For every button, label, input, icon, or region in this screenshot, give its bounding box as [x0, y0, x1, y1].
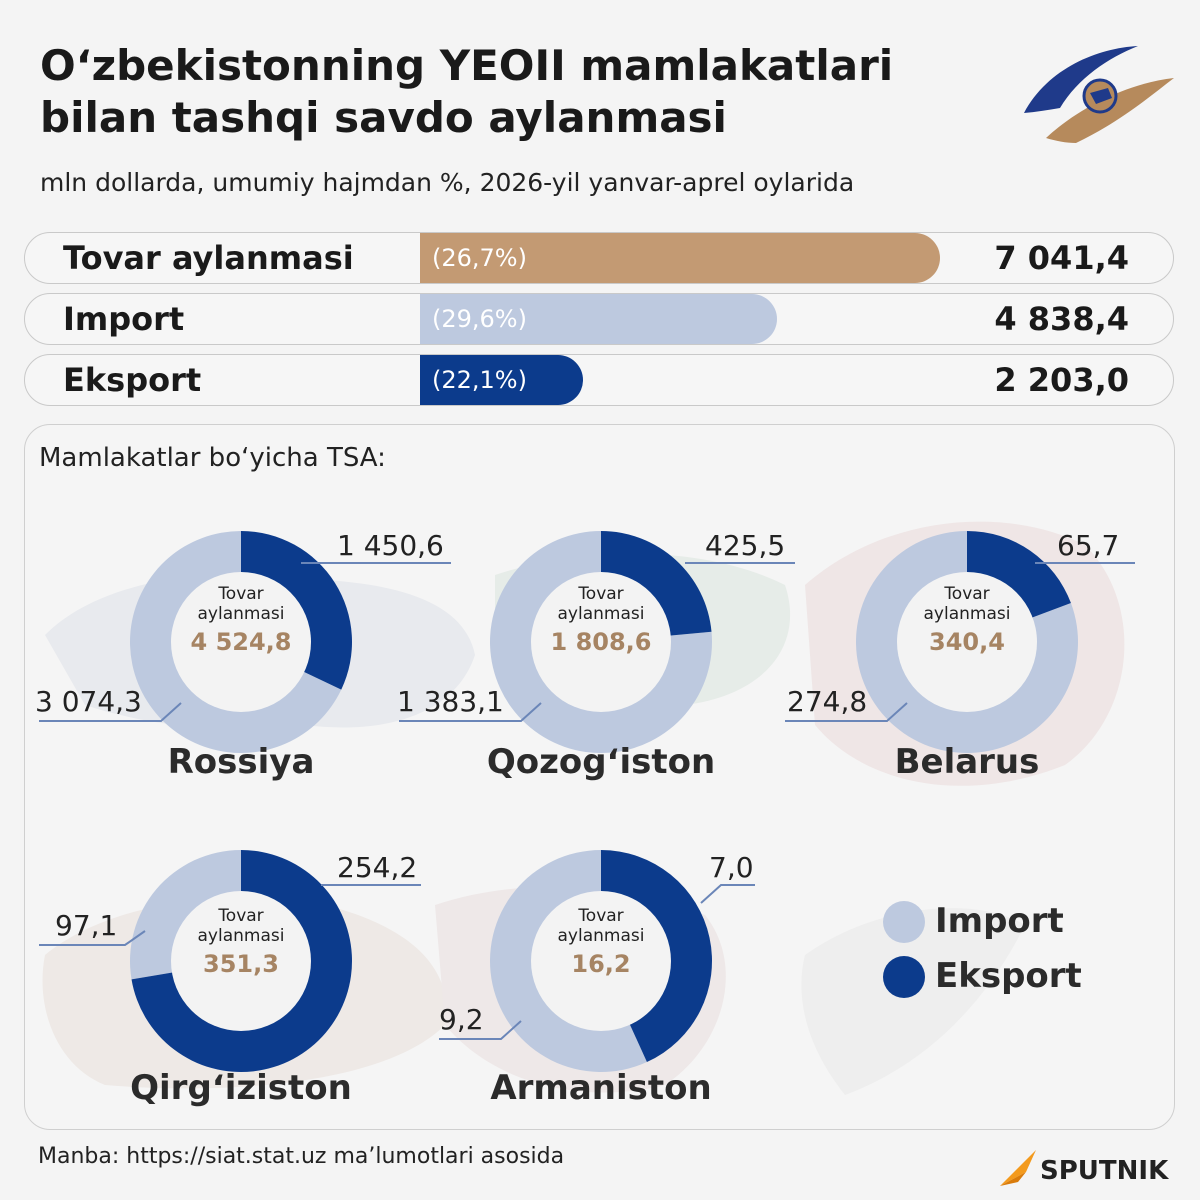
donut-rossiya: 1 450,6 3 074,3 Tovar aylanmasi 4 524,8 …	[35, 529, 451, 782]
donut-armaniston: 7,0 9,2 Tovar aylanmasi 16,2 Armaniston	[439, 850, 755, 1108]
country-name: Qirg‘iziston	[130, 1068, 352, 1108]
center-label-line1: Tovar	[217, 584, 263, 604]
value-label-eksport: 425,5	[705, 529, 785, 562]
sputnik-wordmark: SPUTNIK	[1040, 1156, 1169, 1186]
country-name: Rossiya	[168, 742, 315, 782]
summary-label: Import	[63, 300, 185, 338]
summary-percent: (29,6%)	[432, 305, 527, 333]
summary-bar-tovar: (26,7%)	[420, 233, 940, 283]
center-label-line2: aylanmasi	[924, 604, 1011, 624]
country-name: Qozog‘iston	[487, 742, 715, 782]
summary-percent: (26,7%)	[432, 244, 527, 272]
page-title: O‘zbekistonning YEOII mamlakatlari bilan…	[40, 41, 894, 142]
center-total: 1 808,6	[551, 628, 652, 656]
donut-hole	[531, 572, 671, 712]
leader-line-eksport	[700, 884, 755, 904]
center-label-line1: Tovar	[577, 584, 623, 604]
summary-percent: (22,1%)	[432, 366, 527, 394]
leader-line-import	[39, 930, 146, 946]
countries-panel: Mamlakatlar bo‘yicha TSA: 1 450,6 3 074,…	[24, 424, 1175, 1130]
center-total: 340,4	[929, 628, 1005, 656]
summary-value: 4 838,4	[994, 300, 1129, 338]
leader-line-import	[399, 702, 542, 722]
leader-line-import	[439, 1020, 522, 1040]
donut-hole	[897, 572, 1037, 712]
summary-row-tovar: Tovar aylanmasi (26,7%) 7 041,4	[24, 232, 1174, 284]
center-total: 16,2	[571, 950, 630, 978]
source-note: Manba: https://siat.stat.uz ma’lumotlari…	[38, 1144, 565, 1169]
donut-hole	[531, 891, 671, 1031]
center-label-line2: aylanmasi	[198, 926, 285, 946]
center-label-line1: Tovar	[943, 584, 989, 604]
summary-row-eksport: Eksport (22,1%) 2 203,0	[24, 354, 1174, 406]
country-name: Armaniston	[490, 1068, 711, 1108]
value-label-eksport: 7,0	[709, 851, 754, 884]
summary-label: Tovar aylanmasi	[63, 239, 354, 277]
legend-swatch-import	[883, 901, 925, 943]
summary-value: 7 041,4	[994, 239, 1129, 277]
value-label-import: 274,8	[787, 685, 867, 718]
value-label-import: 9,2	[439, 1003, 484, 1036]
legend-swatch-eksport	[883, 956, 925, 998]
donut-hole	[171, 572, 311, 712]
value-label-import: 97,1	[55, 909, 117, 942]
center-label-line1: Tovar	[217, 906, 263, 926]
summary-bar-import: (29,6%)	[420, 294, 778, 344]
country-name: Belarus	[895, 742, 1040, 782]
donut-belarus: 65,7 274,8 Tovar aylanmasi 340,4 Belarus	[785, 529, 1135, 782]
legend-label-import: Import	[935, 901, 1064, 941]
subtitle: mln dollarda, umumiy hajmdan %, 2026-yil…	[40, 168, 855, 197]
summary-row-import: Import (29,6%) 4 838,4	[24, 293, 1174, 345]
panel-title: Mamlakatlar bo‘yicha TSA:	[39, 443, 386, 473]
value-label-eksport: 254,2	[337, 851, 417, 884]
value-label-eksport: 1 450,6	[337, 529, 444, 562]
leader-line-import	[39, 702, 182, 722]
donut-charts: 1 450,6 3 074,3 Tovar aylanmasi 4 524,8 …	[35, 529, 1135, 1108]
donut-qirgiziston: 254,2 97,1 Tovar aylanmasi 351,3 Qirg‘iz…	[39, 850, 421, 1108]
donut-qozogiston: 425,5 1 383,1 Tovar aylanmasi 1 808,6 Qo…	[397, 529, 795, 782]
center-total: 4 524,8	[191, 628, 292, 656]
center-label-line2: aylanmasi	[558, 604, 645, 624]
summary-value: 2 203,0	[994, 361, 1129, 399]
value-label-import: 3 074,3	[35, 685, 142, 718]
summary-bar-eksport: (22,1%)	[420, 355, 583, 405]
legend-label-eksport: Eksport	[935, 956, 1082, 996]
value-label-import: 1 383,1	[397, 685, 504, 718]
summary-label: Eksport	[63, 361, 202, 399]
center-label-line1: Tovar	[577, 906, 623, 926]
eaeu-emblem-icon	[1024, 46, 1174, 143]
center-total: 351,3	[203, 950, 279, 978]
center-label-line2: aylanmasi	[558, 926, 645, 946]
leader-line-import	[785, 702, 908, 722]
sputnik-logo: SPUTNIK	[1000, 1150, 1169, 1186]
center-label-line2: aylanmasi	[198, 604, 285, 624]
donut-hole	[171, 891, 311, 1031]
value-label-eksport: 65,7	[1057, 529, 1119, 562]
